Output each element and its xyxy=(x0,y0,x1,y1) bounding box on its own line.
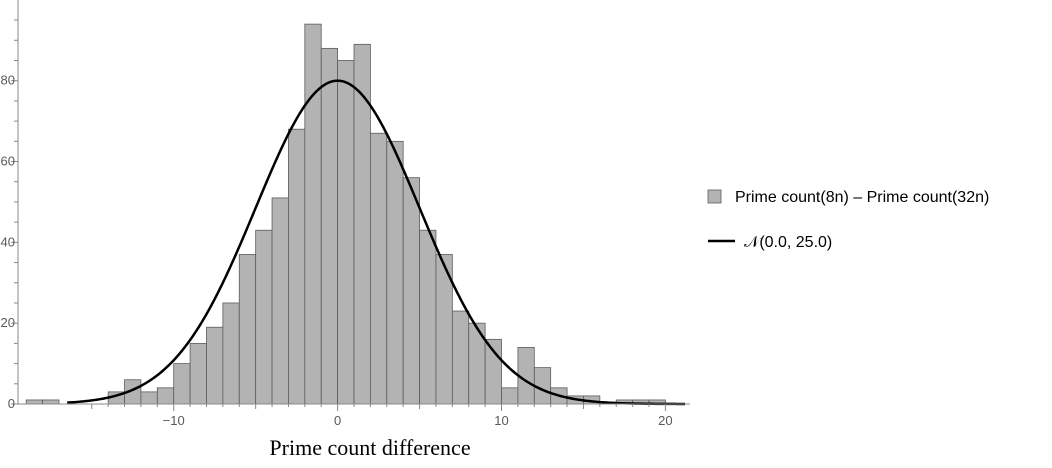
legend-histogram-swatch xyxy=(707,189,722,204)
histogram-bar xyxy=(25,399,43,405)
y-tick-label: 60 xyxy=(1,154,15,169)
histogram-bar xyxy=(369,132,388,405)
y-tick-label: 0 xyxy=(8,396,15,411)
histogram-bar xyxy=(156,387,175,405)
x-axis-title: Prime count difference xyxy=(269,435,470,460)
histogram-bar xyxy=(42,399,60,405)
histogram-bar xyxy=(451,310,470,405)
histogram-bar xyxy=(337,60,355,405)
histogram-bar xyxy=(353,43,371,405)
x-tick-label: 0 xyxy=(334,413,341,428)
histogram-bars xyxy=(25,23,666,405)
legend: Prime count(8n) – Prime count(32n) 𝒩(0.0… xyxy=(707,189,989,251)
x-tick-label: −10 xyxy=(163,413,185,428)
histogram-bar xyxy=(206,326,224,405)
y-tick-label: 40 xyxy=(1,234,15,249)
histogram-bar xyxy=(386,140,404,405)
axis-ticks: −10 0 10 20 0 20 40 60 80 xyxy=(1,19,673,428)
x-tick-label: 10 xyxy=(494,413,508,428)
legend-histogram-label: Prime count(8n) – Prime count(32n) xyxy=(735,189,989,206)
histogram-bar xyxy=(189,342,207,405)
y-tick-label: 20 xyxy=(1,315,15,330)
histogram-bar xyxy=(402,177,420,405)
histogram-bar xyxy=(288,128,306,405)
histogram-bar xyxy=(173,363,191,405)
histogram-bar xyxy=(238,254,257,405)
histogram-bar xyxy=(501,387,519,405)
histogram-bar xyxy=(304,23,322,405)
histogram-bar xyxy=(271,197,289,405)
histogram-bar xyxy=(419,229,437,405)
histogram-bar xyxy=(222,302,240,405)
histogram-bar xyxy=(140,391,158,405)
y-tick-label: 80 xyxy=(1,73,15,88)
x-tick-label: 20 xyxy=(658,413,672,428)
histogram-bar xyxy=(255,229,273,405)
histogram-bar xyxy=(320,47,339,405)
legend-curve-label: 𝒩(0.0, 25.0) xyxy=(744,234,832,251)
normal-curve-line xyxy=(67,79,686,406)
